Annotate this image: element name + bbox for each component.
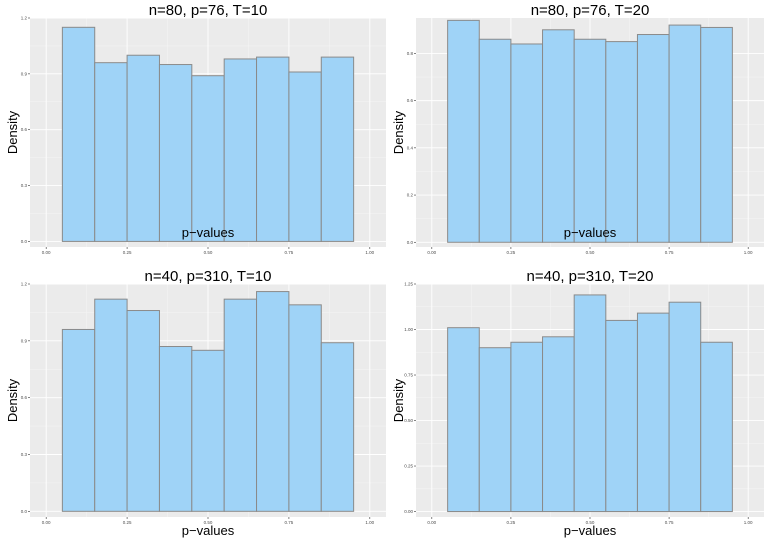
x-tick-label: 1.00 <box>744 520 753 525</box>
histogram-bar <box>223 298 258 512</box>
x-tick-label: 0.75 <box>285 250 294 255</box>
histogram-bar <box>668 301 702 513</box>
x-tick-label: 0.75 <box>665 520 674 525</box>
x-axis-title: p−values <box>564 523 617 538</box>
x-tick-label: 0.50 <box>586 250 595 255</box>
x-axis-title: p−values <box>182 523 235 538</box>
y-tick-label: 0.50 <box>404 418 413 423</box>
histogram-bar <box>191 349 225 512</box>
histogram-bar <box>447 327 480 513</box>
y-tick-label: 0.00 <box>404 509 413 514</box>
x-tick-label: 0.00 <box>42 520 51 525</box>
histogram-panel-4: 0.00 0.25 0.50 0.75 1.00 0.00 0.25 0.50 0.75 1.00… <box>391 268 764 538</box>
histogram-bar <box>158 346 193 512</box>
y-tick-label: 0.25 <box>404 464 413 469</box>
x-axis-title: p−values <box>182 225 235 240</box>
histogram-bar <box>61 328 96 512</box>
y-tick-label: 0.9 <box>21 338 28 343</box>
histogram-bar <box>605 319 638 513</box>
y-tick-label: 0.2 <box>407 193 414 198</box>
panel-title: n=40, p=310, T=20 <box>527 268 654 285</box>
histogram-bar <box>700 26 733 243</box>
y-tick-label: 0.6 <box>407 98 414 103</box>
histogram-bar <box>61 26 96 242</box>
histogram-bar <box>320 56 355 242</box>
y-tick-label: 1.2 <box>21 16 28 21</box>
y-tick-label: 0.75 <box>404 373 413 378</box>
histogram-bar <box>478 347 512 513</box>
histogram-bar <box>94 298 128 512</box>
y-tick-label: 0.0 <box>21 509 28 514</box>
histogram-bar <box>126 310 160 512</box>
x-tick-label: 0.50 <box>204 520 213 525</box>
y-axis-title: Density <box>391 110 406 154</box>
panel-title: n=80, p=76, T=20 <box>531 2 650 19</box>
histogram-bar <box>510 341 544 513</box>
y-axis-title: Density <box>5 110 20 154</box>
x-tick-label: 0.25 <box>123 250 132 255</box>
histogram-bar <box>94 62 128 242</box>
histogram-panel-3: 0.00 0.25 0.50 0.75 1.00 0.0 0.3 0.6 0.9 1.2 n=40,… <box>5 268 386 538</box>
y-tick-label: 1.00 <box>404 327 413 332</box>
y-tick-label: 0.8 <box>407 51 414 56</box>
histogram-bar <box>320 342 355 512</box>
histogram-bar <box>573 38 607 243</box>
x-tick-label: 0.75 <box>285 520 294 525</box>
y-tick-label: 0.9 <box>21 71 28 76</box>
histogram-bar <box>126 54 160 242</box>
y-tick-label: 0.0 <box>21 239 28 244</box>
y-tick-label: 0.6 <box>21 127 28 132</box>
histogram-bar <box>700 341 733 513</box>
x-tick-label: 0.25 <box>123 520 132 525</box>
x-axis-title: p−values <box>564 225 617 240</box>
histogram-bar <box>605 41 638 243</box>
x-tick-label: 0.00 <box>427 250 436 255</box>
y-axis-title: Density <box>5 378 20 422</box>
x-tick-label: 1.00 <box>365 520 374 525</box>
histogram-bar <box>573 294 607 513</box>
y-tick-label: 1.2 <box>21 282 28 287</box>
y-tick-label: 0.6 <box>21 395 28 400</box>
histogram-bar <box>478 38 512 243</box>
histogram-bar <box>288 71 322 242</box>
histogram-bar <box>223 58 258 242</box>
y-tick-label: 0.3 <box>21 183 28 188</box>
histogram-bar <box>668 24 702 243</box>
histogram-bar <box>636 312 670 513</box>
histogram-bar <box>542 336 575 513</box>
x-tick-label: 0.25 <box>507 520 516 525</box>
y-tick-label: 0.0 <box>407 240 414 245</box>
y-tick-label: 0.3 <box>21 452 28 457</box>
y-tick-label: 0.4 <box>407 145 414 150</box>
y-axis-title: Density <box>391 378 406 422</box>
histogram-bar <box>542 29 575 243</box>
x-tick-label: 0.75 <box>665 250 674 255</box>
histogram-bar <box>447 19 480 243</box>
histogram-panel-1: 0.00 0.25 0.50 0.75 1.00 0.0 0.3 0.6 0.9 1.2 n=80,… <box>5 2 386 255</box>
histogram-bar <box>636 34 670 243</box>
histogram-bar <box>288 304 322 512</box>
x-tick-label: 0.50 <box>586 520 595 525</box>
histogram-bar <box>510 43 544 243</box>
x-tick-label: 1.00 <box>744 250 753 255</box>
histogram-bar <box>256 56 290 242</box>
panel-title: n=40, p=310, T=10 <box>145 268 272 285</box>
histogram-bar <box>158 64 193 242</box>
panel-title: n=80, p=76, T=10 <box>149 2 268 19</box>
histogram-bar <box>256 291 290 512</box>
x-tick-label: 0.25 <box>507 250 516 255</box>
histogram-panel-2: 0.00 0.25 0.50 0.75 1.00 0.0 0.2 0.4 0.6 0.8 n=80,… <box>391 2 764 255</box>
x-tick-label: 0.00 <box>427 520 436 525</box>
x-tick-label: 0.00 <box>42 250 51 255</box>
histogram-bar <box>191 75 225 242</box>
x-tick-label: 1.00 <box>365 250 374 255</box>
x-tick-label: 0.50 <box>204 250 213 255</box>
y-tick-label: 1.25 <box>404 282 413 287</box>
